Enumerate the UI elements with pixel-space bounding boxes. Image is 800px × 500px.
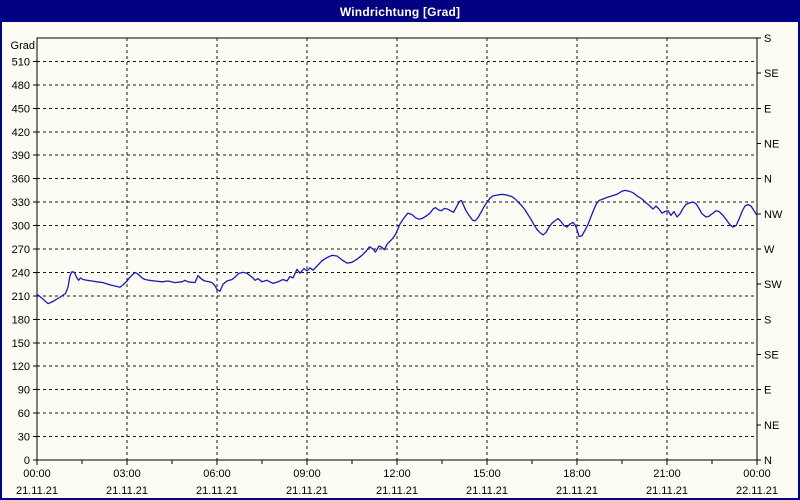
window-titlebar: Windrichtung [Grad] — [2, 2, 798, 22]
x-axis-date-label: 21.11.21 — [16, 485, 58, 497]
y-axis-left-label: 450 — [12, 103, 30, 115]
compass-label: NW — [764, 209, 783, 221]
compass-label: S — [764, 33, 771, 45]
compass-label: S — [764, 314, 771, 326]
compass-label: E — [764, 103, 771, 115]
chart-container: 0 30 60 90 120 150 180 210 240 270 300 330 360 390 420… — [2, 22, 798, 498]
x-axis-time-label: 21:00 — [653, 468, 681, 480]
wind-direction-line — [36, 189, 758, 305]
wind-direction-chart: 0 30 60 90 120 150 180 210 240 270 300 330 360 390 420… — [11, 33, 783, 497]
x-axis-date-label: 21.11.21 — [556, 485, 598, 497]
x-axis-date-label: 21.11.21 — [106, 485, 148, 497]
compass-label: NE — [764, 139, 779, 151]
y-axis-left-label: 120 — [12, 361, 30, 373]
compass-label: E — [764, 385, 771, 397]
y-axis-left-label: 210 — [12, 291, 30, 303]
y-axis-left-label: 330 — [12, 197, 30, 209]
x-axis-time-label: 12:00 — [383, 468, 411, 480]
x-axis-date-label: 21.11.21 — [286, 485, 328, 497]
y-axis-left-label: 360 — [12, 174, 30, 186]
y-axis-left-label: 30 — [18, 432, 30, 444]
x-axis-time-label: 03:00 — [113, 468, 141, 480]
compass-label: NE — [764, 420, 779, 432]
x-axis-date-label: 22.11.21 — [736, 485, 778, 497]
compass-label: N — [764, 455, 772, 467]
y-axis-left-label: 150 — [12, 338, 30, 350]
compass-label: SE — [764, 68, 779, 80]
y-axis-left-label: 90 — [18, 385, 30, 397]
y-axis-left-label: 60 — [18, 408, 30, 420]
y-axis-left-label: 390 — [12, 150, 30, 162]
compass-label: SE — [764, 350, 779, 362]
x-axis-time-label: 15:00 — [473, 468, 501, 480]
x-axis-date-label: 21.11.21 — [646, 485, 688, 497]
compass-label: N — [764, 174, 772, 186]
x-axis-time-label: 00:00 — [743, 468, 771, 480]
y-axis-left-label: 420 — [12, 127, 30, 139]
y-axis-left-label: 510 — [12, 56, 30, 68]
y-axis-left-label: 240 — [12, 267, 30, 279]
x-axis-time-label: 09:00 — [293, 468, 321, 480]
y-axis-left-label: 480 — [12, 80, 30, 92]
x-axis-date-label: 21.11.21 — [196, 485, 238, 497]
y-axis-left-label: 270 — [12, 244, 30, 256]
x-axis-time-label: 06:00 — [203, 468, 231, 480]
compass-label: W — [764, 244, 775, 256]
y-axis-left-label: 300 — [12, 221, 30, 233]
x-axis-date-label: 21.11.21 — [376, 485, 418, 497]
window-title: Windrichtung [Grad] — [339, 5, 461, 19]
y-axis-left-label: 0 — [24, 455, 30, 467]
x-axis-date-label: 21.11.21 — [466, 485, 508, 497]
compass-label: SW — [764, 279, 782, 291]
x-axis-time-label: 00:00 — [23, 468, 51, 480]
x-axis-time-label: 18:00 — [563, 468, 591, 480]
y-axis-title: Grad — [11, 40, 35, 52]
y-axis-left-label: 180 — [12, 314, 30, 326]
